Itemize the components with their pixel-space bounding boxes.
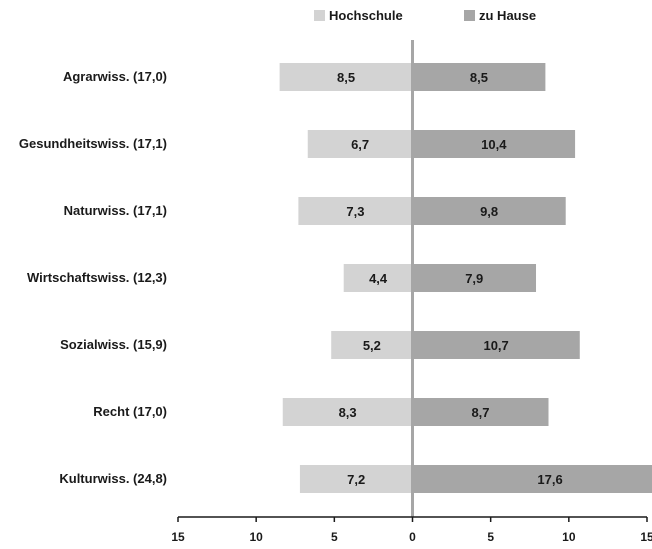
value-label-zu-hause: 17,6 <box>537 472 562 487</box>
value-label-zu-hause: 8,7 <box>471 405 489 420</box>
value-label-zu-hause: 7,9 <box>465 271 483 286</box>
value-label-hochschule: 7,3 <box>346 204 364 219</box>
category-label: Sozialwiss. (15,9) <box>60 337 167 352</box>
value-label-zu-hause: 8,5 <box>470 70 488 85</box>
bar-zu-hause <box>412 264 537 292</box>
value-label-hochschule: 4,4 <box>369 271 388 286</box>
category-labels: Agrarwiss. (17,0) Gesundheitswiss. (17,1)… <box>19 69 167 486</box>
x-tick-label: 0 <box>409 530 416 544</box>
value-label-zu-hause: 10,4 <box>481 137 507 152</box>
x-tick-label: 15 <box>171 530 185 544</box>
bar-zu-hause <box>412 465 652 493</box>
bar-hochschule <box>299 465 413 493</box>
value-label-hochschule: 8,5 <box>337 70 355 85</box>
bar-zu-hause <box>412 63 546 91</box>
legend-label: zu Hause <box>479 8 536 23</box>
bar-zu-hause <box>412 398 549 426</box>
value-label-hochschule: 8,3 <box>339 405 357 420</box>
x-tick-label: 5 <box>331 530 338 544</box>
category-label: Kulturwiss. (24,8) <box>59 471 167 486</box>
bar-hochschule <box>298 197 413 225</box>
bars-group: 8,5 8,5 6,7 10,4 7,3 9,8 4,4 7,9 5,2 10,7 8,3 8,7 7,… <box>279 40 652 517</box>
bar-hochschule <box>331 331 413 359</box>
x-axis: 15 10 5 0 5 10 15 <box>171 516 652 544</box>
value-label-hochschule: 6,7 <box>351 137 369 152</box>
x-tick-label: 5 <box>487 530 494 544</box>
legend-swatch <box>464 10 475 21</box>
category-label: Gesundheitswiss. (17,1) <box>19 136 167 151</box>
legend-swatch <box>314 10 325 21</box>
bar-hochschule <box>343 264 413 292</box>
value-label-zu-hause: 9,8 <box>480 204 498 219</box>
category-label: Recht (17,0) <box>93 404 167 419</box>
x-tick-label: 10 <box>562 530 576 544</box>
category-label: Agrarwiss. (17,0) <box>63 69 167 84</box>
value-label-hochschule: 7,2 <box>347 472 365 487</box>
value-label-hochschule: 5,2 <box>363 338 381 353</box>
x-tick-label: 10 <box>249 530 263 544</box>
legend: Hochschule zu Hause <box>314 8 536 23</box>
value-label-zu-hause: 10,7 <box>483 338 508 353</box>
category-label: Wirtschaftswiss. (12,3) <box>27 270 167 285</box>
bar-zu-hause <box>412 331 580 359</box>
bar-zu-hause <box>412 130 576 158</box>
bar-zu-hause <box>412 197 566 225</box>
category-label: Naturwiss. (17,1) <box>64 203 167 218</box>
x-tick-label: 15 <box>640 530 652 544</box>
legend-label: Hochschule <box>329 8 403 23</box>
bar-hochschule <box>282 398 413 426</box>
bar-hochschule <box>307 130 413 158</box>
bar-hochschule <box>279 63 413 91</box>
